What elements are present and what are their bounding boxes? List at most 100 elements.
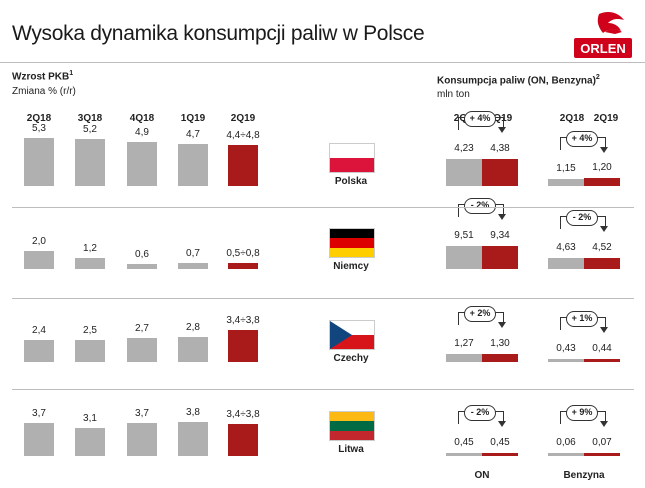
fuel-on-label: 0,45 [454, 437, 474, 448]
gdp-bar [178, 421, 208, 456]
on-change-badge: + 2% [464, 306, 496, 323]
gdp-data-label: 3,7 [135, 407, 149, 419]
flag-triangle [330, 321, 352, 349]
fuel-on-label: 4,23 [454, 143, 474, 155]
benzyna-period-a: 2Q18 [559, 113, 585, 124]
on-arrow-head-icon [498, 127, 506, 134]
fuel-on-bar [446, 453, 482, 456]
fuel-benzyna-bar [548, 178, 584, 186]
gdp-data-label: 3,7 [32, 407, 46, 419]
gdp-bar [228, 329, 258, 362]
on-change-badge: - 2% [464, 405, 496, 421]
gdp-data-label: 2,7 [135, 322, 149, 334]
gdp-data-label: 4,9 [135, 126, 149, 138]
fuel-benzyna-label: 1,20 [592, 162, 612, 174]
fuel-header: Konsumpcja paliw (ON, Benzyna)2 [437, 74, 600, 86]
flag-stripe [330, 158, 374, 172]
gdp-data-label: 5,3 [32, 123, 46, 135]
fuel-on-bar [446, 159, 482, 186]
gdp-data-label: 2,8 [186, 321, 200, 333]
gdp-category-label: 1Q19 [180, 113, 206, 124]
gdp-data-label: 5,2 [83, 124, 97, 136]
row-divider [12, 389, 634, 390]
gdp-category-label: 2Q18 [26, 113, 52, 124]
gdp-bar [228, 144, 258, 186]
benzyna-arrow-head-icon [600, 146, 608, 153]
gdp-bar [24, 340, 54, 362]
flag-stripe [330, 238, 374, 248]
on-change-badge: + 4% [464, 111, 496, 128]
fuel-benzyna-label: 0,07 [592, 437, 612, 448]
flag-polska-icon [329, 143, 375, 173]
gdp-category-label: 3Q18 [77, 113, 103, 124]
fuel-benzyna-bar [548, 453, 584, 456]
gdp-data-label: 2,5 [83, 324, 97, 336]
gdp-bar [127, 141, 157, 186]
fuel-benzyna-bar [548, 257, 584, 269]
fuel-benzyna-label: 0,44 [592, 343, 612, 354]
gdp-subtitle: Zmiana % (r/r) [12, 86, 76, 97]
gdp-bar [178, 262, 208, 269]
flag-stripe [330, 412, 374, 422]
gdp-data-label: 3,1 [83, 413, 97, 425]
fuel-on-bar [446, 354, 482, 362]
logo-text: ORLEN [580, 41, 626, 56]
flag-stripe [330, 144, 374, 158]
country-label: Litwa [338, 444, 364, 455]
gdp-bar [24, 251, 54, 269]
benzyna-change-badge: + 4% [566, 130, 598, 147]
gdp-data-label: 2,4 [32, 325, 46, 337]
gdp-bar [127, 422, 157, 456]
benzyna-change-badge: + 1% [566, 311, 598, 327]
gdp-bar [24, 422, 54, 456]
fuel-benzyna-bar [584, 453, 620, 456]
fuel-benzyna-label: 4,63 [556, 241, 576, 253]
fuel-benzyna-bar [584, 257, 620, 269]
gdp-bar [75, 428, 105, 456]
fuel-header-footnote: 2 [595, 74, 600, 81]
gdp-bar [127, 263, 157, 269]
gdp-data-label: 4,7 [186, 128, 200, 140]
orlen-eagle-icon: ORLEN [574, 12, 632, 58]
fuel-on-bar [482, 353, 518, 362]
on-arrow-head-icon [498, 213, 506, 220]
gdp-data-label: 3,4÷3,8 [226, 408, 260, 420]
benzyna-change-badge: + 9% [566, 405, 598, 421]
fuel-on-label: 1,30 [490, 337, 510, 349]
fuel-on-bar [482, 158, 518, 186]
gdp-bar [24, 138, 54, 186]
fuel-on-label: 0,45 [490, 437, 510, 448]
benzyna-change-badge: - 2% [566, 209, 598, 226]
fuel-subtitle: mln ton [437, 89, 470, 100]
gdp-bar [75, 339, 105, 362]
gdp-data-label: 0,6 [135, 248, 149, 260]
fuel-on-label: 4,38 [490, 142, 510, 154]
fuel-benzyna-label: 0,06 [556, 437, 576, 448]
on-change-badge: - 2% [464, 197, 496, 214]
country-label: Niemcy [333, 261, 369, 272]
fuel-on-bar [482, 245, 518, 269]
fuel-on-bar [446, 245, 482, 269]
fuel-benzyna-bar [548, 359, 584, 362]
fuel-on-bar [482, 453, 518, 456]
orlen-logo: ORLEN [572, 10, 634, 62]
gdp-bar [75, 258, 105, 269]
gdp-bar [127, 337, 157, 362]
header-divider [0, 62, 645, 63]
benzyna-arrow-head-icon [600, 421, 608, 427]
flag-stripe [330, 421, 374, 431]
gdp-header: Wzrost PKB1 [12, 70, 73, 82]
benzyna-arrow-head-icon [600, 225, 608, 232]
gdp-data-label: 4,4÷4,8 [226, 129, 260, 141]
gdp-category-label: 4Q18 [129, 113, 155, 124]
gdp-data-label: 1,2 [83, 243, 97, 255]
fuel-benzyna-label: 4,52 [592, 241, 612, 253]
fuel-benzyna-bar [584, 359, 620, 362]
country-label: Czechy [333, 353, 369, 364]
fuel-benzyna-bar [584, 178, 620, 186]
fuel-on-label: 9,51 [454, 229, 474, 241]
gdp-bar [178, 143, 208, 186]
fuel-benzyna-label: 0,43 [556, 343, 576, 354]
gdp-data-label: 0,7 [186, 247, 200, 259]
gdp-bar [228, 423, 258, 456]
